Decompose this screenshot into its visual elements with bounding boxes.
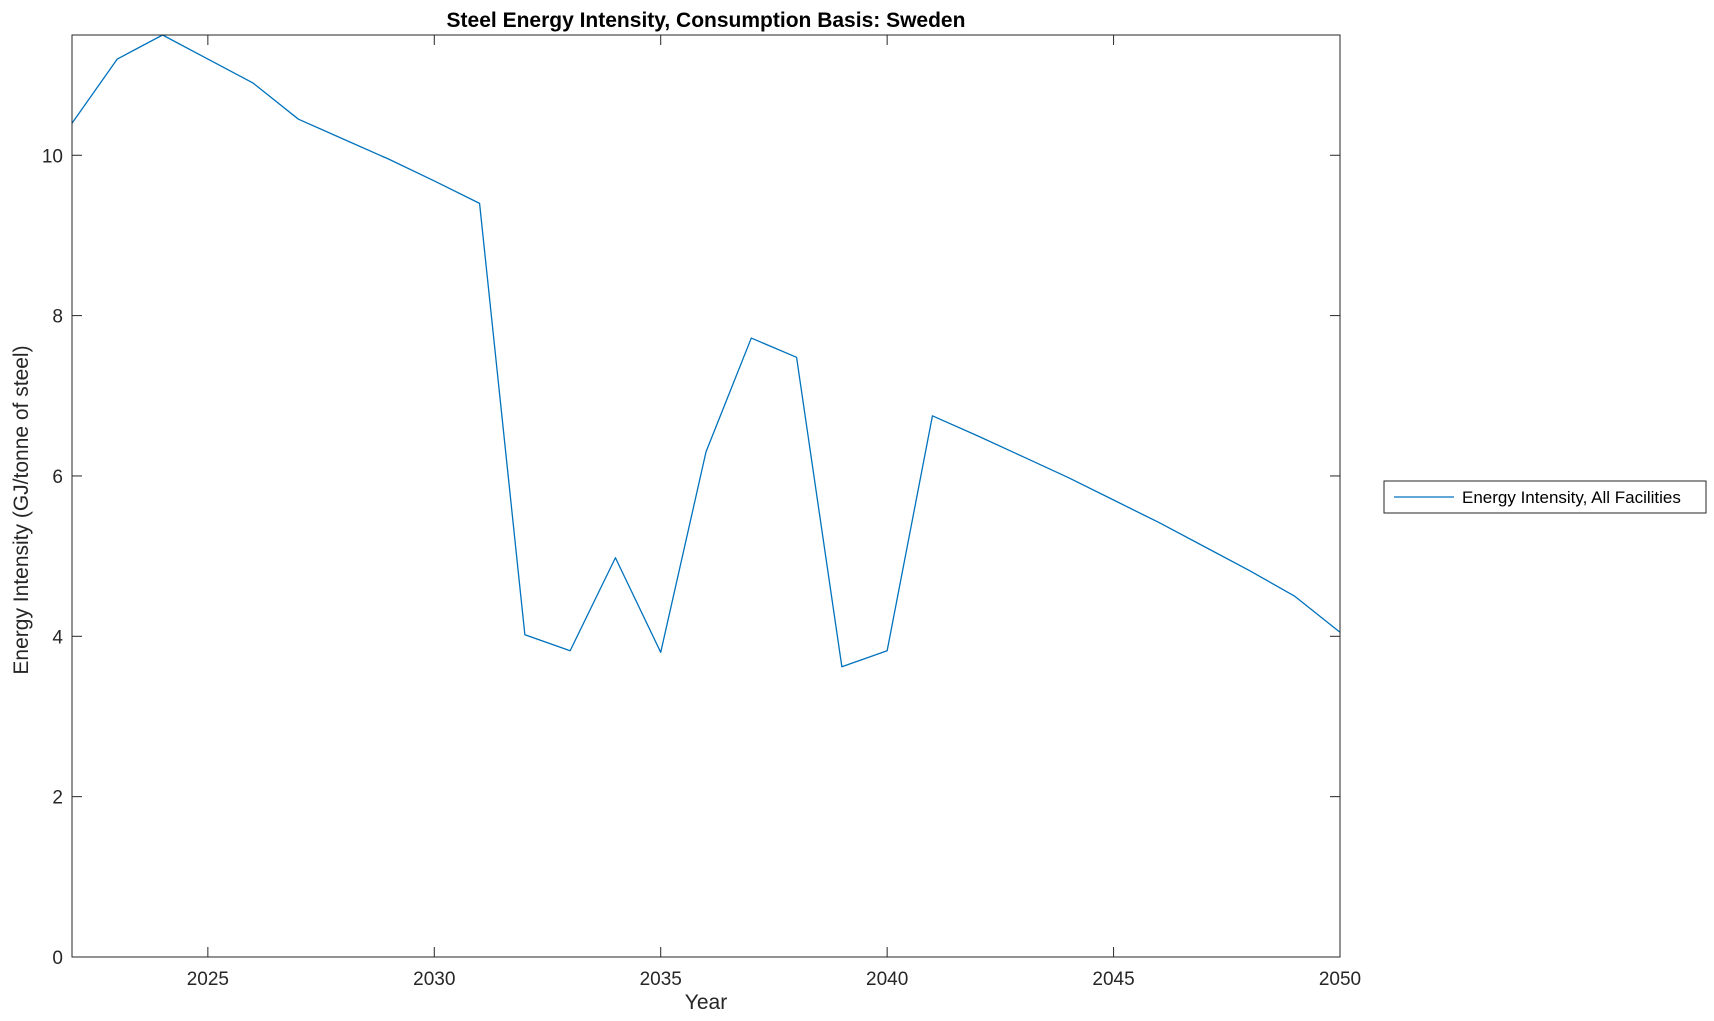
y-tick-label: 10 [42,146,63,167]
y-tick-label: 8 [52,307,63,328]
series-layer [71,34,1341,668]
legend: Energy Intensity, All Facilities [1383,480,1707,514]
x-tick-label: 2050 [1319,969,1361,990]
x-tick-label: 2030 [413,969,455,990]
legend-label: Energy Intensity, All Facilities [1462,488,1681,507]
x-tick-label: 2040 [866,969,908,990]
x-tick-label: 2045 [1092,969,1134,990]
series-line [71,34,1341,668]
plot-area: 2025 2030 2035 2040 2045 2050 0 2 4 6 8 10 [42,34,1361,990]
plot-background [72,35,1340,957]
plot-frame [71,34,1341,958]
y-tick-label: 0 [52,948,63,969]
y-tick-label: 2 [52,788,63,809]
y-axis-label: Energy Intensity (GJ/tonne of steel) [10,345,33,674]
y-tick-label: 6 [52,467,63,488]
x-tick-label: 2025 [187,969,229,990]
x-axis-label: Year [685,991,727,1014]
x-tick-label: 2035 [640,969,682,990]
y-tick-label: 4 [52,627,63,648]
chart-title: Steel Energy Intensity, Consumption Basi… [447,9,966,32]
